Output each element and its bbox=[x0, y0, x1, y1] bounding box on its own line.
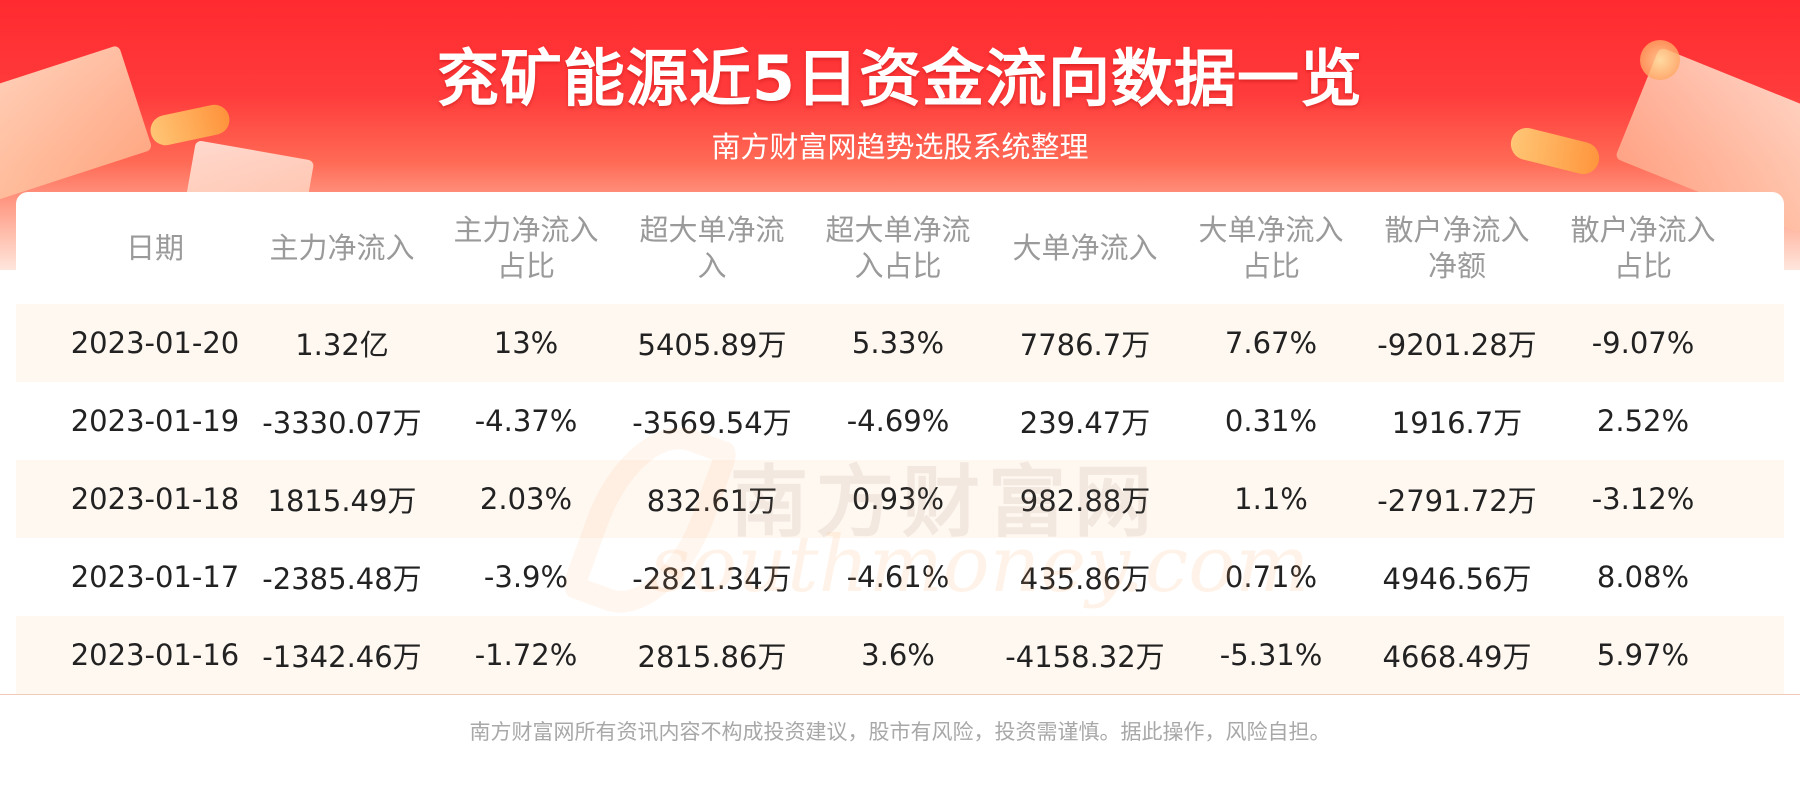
cell-main-net-ratio: -4.37% bbox=[474, 404, 578, 438]
table-row: 2023-01-20 1.32亿 13% 5405.89万 5.33% 7786.7万 7.… bbox=[16, 304, 1784, 382]
cell-main-net-ratio: 2.03% bbox=[479, 482, 573, 516]
cell-retail-net-amount: 4946.56万 bbox=[1382, 562, 1532, 596]
cell-retail-net-amount: 1916.7万 bbox=[1391, 406, 1523, 440]
column-header-large-net-ratio: 大单净流入 占比 bbox=[1198, 213, 1344, 283]
cell-retail-net-amount: 4668.49万 bbox=[1382, 640, 1532, 674]
cell-date: 2023-01-20 bbox=[70, 326, 240, 360]
column-header-date: 日期 bbox=[125, 231, 184, 265]
cell-large-net-ratio: 7.67% bbox=[1224, 326, 1318, 360]
cell-main-net-ratio: -3.9% bbox=[483, 560, 569, 594]
cell-main-net-inflow: -2385.48万 bbox=[262, 562, 422, 596]
cell-main-net-ratio: 13% bbox=[493, 326, 559, 360]
cell-large-net-inflow: 7786.7万 bbox=[1019, 328, 1151, 362]
cell-retail-net-amount: -2791.72万 bbox=[1377, 484, 1537, 518]
cell-large-net-inflow: 435.86万 bbox=[1019, 562, 1151, 596]
table-row: 2023-01-19 -3330.07万 -4.37% -3569.54万 -4.69%… bbox=[16, 382, 1784, 460]
column-header-large-net-inflow: 大单净流入 bbox=[1012, 231, 1158, 265]
column-header-retail-net-amount: 散户净流入 净额 bbox=[1384, 213, 1530, 283]
fund-flow-table: 日期 主力净流入 主力净流入 占比 超大单净流 入超大单净流 入占比 大单净流入 大单净流… bbox=[16, 192, 1784, 694]
cell-super-large-net-ratio: 3.6% bbox=[861, 638, 935, 672]
cell-super-large-net-ratio: 5.33% bbox=[851, 326, 945, 360]
cell-retail-net-ratio: -9.07% bbox=[1591, 326, 1695, 360]
cell-super-large-net-ratio: -4.69% bbox=[846, 404, 950, 438]
table-row: 2023-01-18 1815.49万 2.03% 832.61万 0.93% 982.8… bbox=[16, 460, 1784, 538]
cell-date: 2023-01-17 bbox=[70, 560, 240, 594]
cell-retail-net-ratio: -3.12% bbox=[1591, 482, 1695, 516]
cell-retail-net-ratio: 8.08% bbox=[1596, 560, 1690, 594]
table-header-row: 日期 主力净流入 主力净流入 占比 超大单净流 入超大单净流 入占比 大单净流入 大单净流… bbox=[16, 192, 1784, 304]
cell-super-large-net-inflow: -2821.34万 bbox=[632, 562, 792, 596]
table-row: 2023-01-17 -2385.48万 -3.9% -2821.34万 -4.61% 4… bbox=[16, 538, 1784, 616]
cell-large-net-ratio: 0.71% bbox=[1224, 560, 1318, 594]
column-header-main-net-ratio: 主力净流入 占比 bbox=[453, 213, 599, 283]
cell-retail-net-amount: -9201.28万 bbox=[1377, 328, 1537, 362]
cell-super-large-net-inflow: 2815.86万 bbox=[637, 640, 787, 674]
cell-super-large-net-inflow: 832.61万 bbox=[646, 484, 778, 518]
footer-disclaimer: 南方财富网所有资讯内容不构成投资建议，股市有风险，投资需谨慎。据此操作，风险自担… bbox=[469, 720, 1331, 744]
cell-super-large-net-inflow: -3569.54万 bbox=[632, 406, 792, 440]
cell-large-net-inflow: -4158.32万 bbox=[1005, 640, 1165, 674]
cell-large-net-inflow: 239.47万 bbox=[1019, 406, 1151, 440]
page-title: 兖矿能源近5日资金流向数据一览 bbox=[436, 42, 1364, 115]
cell-large-net-ratio: -5.31% bbox=[1219, 638, 1323, 672]
cell-main-net-inflow: -3330.07万 bbox=[262, 406, 422, 440]
column-header-retail-net-ratio: 散户净流入 占比 bbox=[1570, 213, 1716, 283]
cell-main-net-inflow: 1815.49万 bbox=[267, 484, 417, 518]
cell-retail-net-ratio: 5.97% bbox=[1596, 638, 1690, 672]
footer-divider bbox=[0, 694, 1800, 695]
page-subtitle: 南方财富网趋势选股系统整理 bbox=[711, 130, 1089, 164]
column-header-super-large-net-inflow: 超大单净流 入 bbox=[639, 213, 785, 283]
table-row: 2023-01-16 -1342.46万 -1.72% 2815.86万 3.6% -41… bbox=[16, 616, 1784, 694]
cell-super-large-net-ratio: -4.61% bbox=[846, 560, 950, 594]
decorative-shape bbox=[1640, 40, 1680, 80]
column-header-super-large-net-ratio: 超大单净流 入占比 bbox=[825, 213, 971, 283]
cell-date: 2023-01-16 bbox=[70, 638, 240, 672]
table-body: 2023-01-20 1.32亿 13% 5405.89万 5.33% 7786.7万 7.… bbox=[16, 304, 1784, 694]
cell-large-net-ratio: 0.31% bbox=[1224, 404, 1318, 438]
cell-large-net-inflow: 982.88万 bbox=[1019, 484, 1151, 518]
cell-main-net-inflow: 1.32亿 bbox=[295, 328, 389, 362]
cell-super-large-net-ratio: 0.93% bbox=[851, 482, 945, 516]
cell-retail-net-ratio: 2.52% bbox=[1596, 404, 1690, 438]
cell-date: 2023-01-19 bbox=[70, 404, 240, 438]
table-card bbox=[16, 192, 1784, 694]
column-header-main-net-inflow: 主力净流入 bbox=[269, 231, 415, 265]
cell-super-large-net-inflow: 5405.89万 bbox=[637, 328, 787, 362]
cell-main-net-inflow: -1342.46万 bbox=[262, 640, 422, 674]
cell-date: 2023-01-18 bbox=[70, 482, 240, 516]
cell-large-net-ratio: 1.1% bbox=[1234, 482, 1308, 516]
cell-main-net-ratio: -1.72% bbox=[474, 638, 578, 672]
